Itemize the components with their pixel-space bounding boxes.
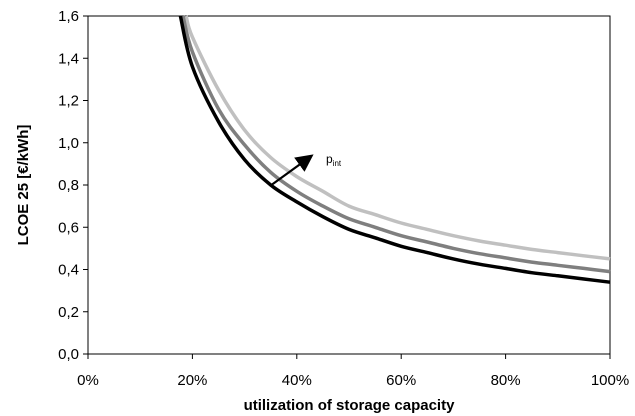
plot-area-frame: [87, 15, 611, 355]
series-line: [181, 15, 611, 274]
series-line: [184, 15, 611, 261]
x-tick-label: 20%: [177, 372, 207, 389]
x-tick-label: 100%: [591, 372, 629, 389]
y-tick-label: 1,4: [58, 50, 79, 67]
x-tick-label: 0%: [77, 372, 99, 389]
y-tick-label: 1,0: [58, 135, 79, 152]
x-tick-label: 40%: [282, 372, 312, 389]
y-tick-label: 0,2: [58, 304, 79, 321]
y-tick-label: 1,2: [58, 93, 79, 110]
y-tick-label: 1,6: [58, 8, 79, 25]
parameter-arrow: [269, 154, 314, 187]
series-line: [178, 15, 611, 284]
annotation-label: pint: [326, 152, 342, 168]
y-tick-label: 0,4: [58, 262, 79, 279]
x-tick-label: 60%: [386, 372, 416, 389]
x-tick-label: 80%: [491, 372, 521, 389]
series-layer: [178, 15, 611, 284]
y-axis-ticks: 0,0 0,2 0,4 0,6 0,8 1,0 1,2 1,4 1,6: [58, 8, 88, 363]
arrow-line: [269, 154, 314, 187]
y-axis-title: LCOE 25 [€/kWh]: [15, 125, 32, 246]
y-tick-label: 0,0: [58, 346, 79, 363]
annotation-sub: int: [333, 159, 342, 168]
annotation-main: p: [326, 152, 333, 166]
x-axis-title: utilization of storage capacity: [244, 397, 456, 414]
y-tick-label: 0,6: [58, 219, 79, 236]
x-axis-ticks: 0% 20% 40% 60% 80% 100%: [77, 354, 629, 389]
y-tick-label: 0,8: [58, 177, 79, 194]
